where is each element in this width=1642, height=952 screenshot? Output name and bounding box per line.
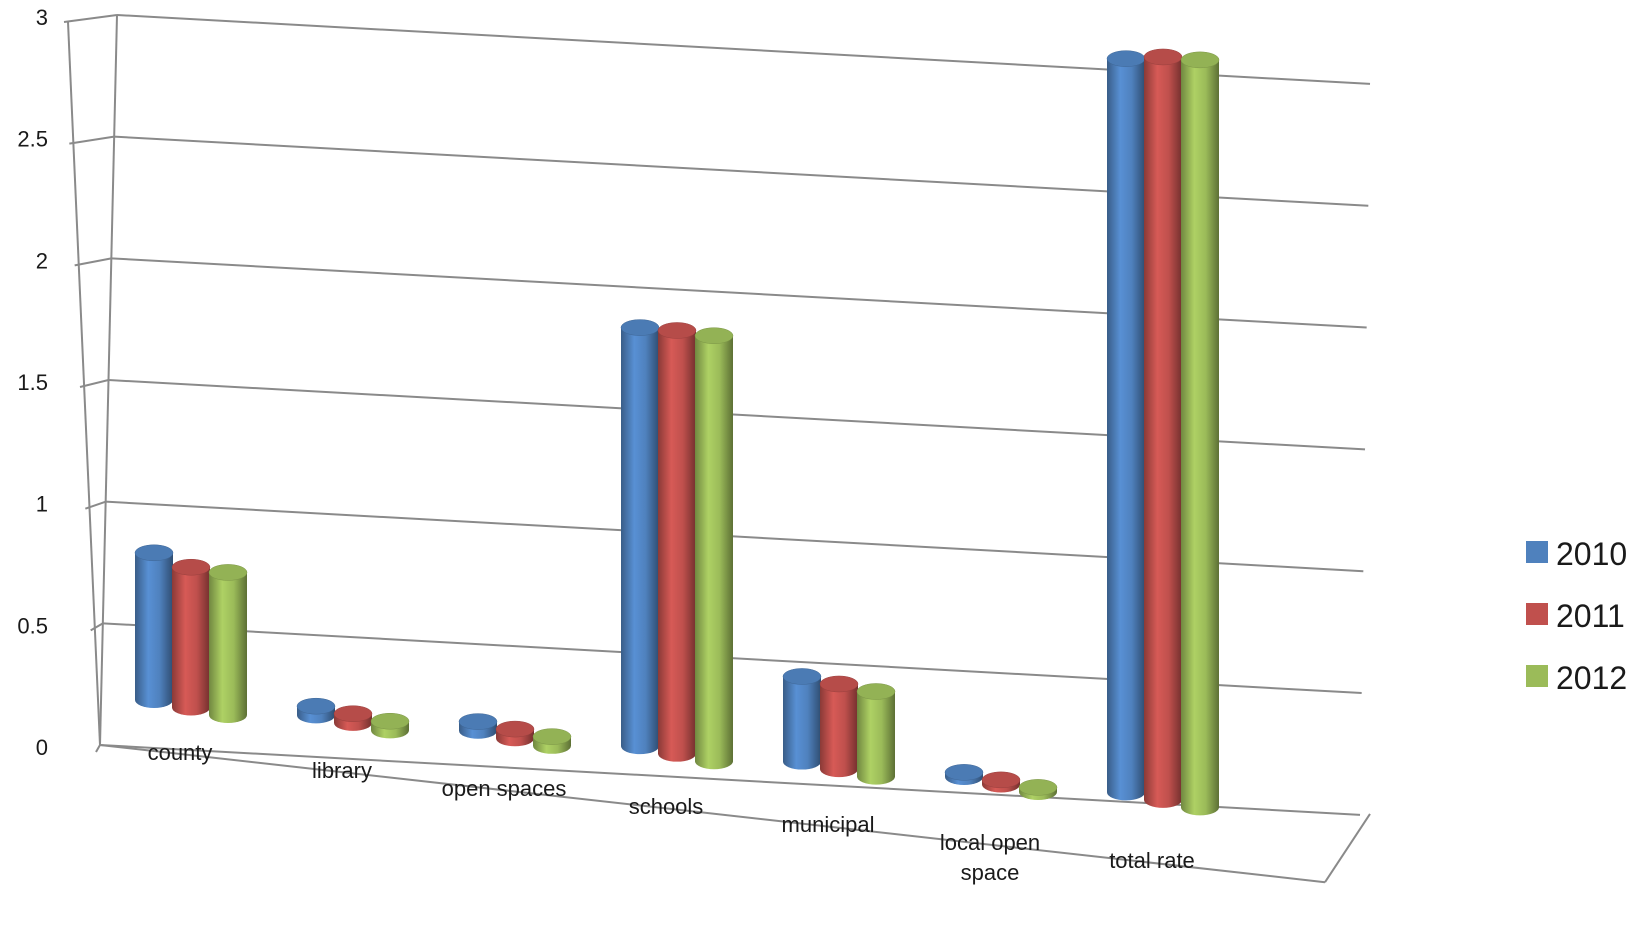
wall-gridline <box>79 379 109 388</box>
bar-2011 <box>171 558 211 716</box>
legend-swatch <box>1526 665 1548 687</box>
bar-body <box>820 683 858 778</box>
bar-2011 <box>1143 48 1183 808</box>
y-tick-label: 3 <box>36 5 48 30</box>
bar-2010 <box>944 764 984 785</box>
bar-top <box>620 319 660 336</box>
bar-top <box>370 712 410 730</box>
bar-2011 <box>819 675 859 778</box>
bar-body <box>783 676 821 770</box>
y-tick-label: 2 <box>36 248 48 273</box>
bar-2011 <box>981 771 1021 793</box>
bar-top <box>1106 50 1146 67</box>
bar-body <box>1181 59 1219 816</box>
bar-2011 <box>333 705 373 731</box>
x-category-label: schools <box>629 794 704 819</box>
bar-body <box>1144 56 1182 808</box>
bar-2012 <box>1018 779 1058 800</box>
y-axis-tick-labels: 0 0.5 1 1.5 2 2.5 3 <box>17 5 48 760</box>
bar-2010 <box>458 713 498 739</box>
bar-body <box>621 327 659 755</box>
bar-top <box>171 558 211 576</box>
bar-top <box>657 322 697 339</box>
wall-gridline <box>74 257 112 267</box>
bar-series <box>134 48 1220 816</box>
bar-body <box>857 691 895 785</box>
x-category-label: local open space <box>940 830 1040 885</box>
bar-2012 <box>856 683 896 785</box>
x-category-label: library <box>312 758 372 783</box>
bar-2012 <box>1180 51 1220 816</box>
bar-2012 <box>694 327 734 770</box>
y-tick-label: 1 <box>36 492 48 517</box>
bar-2012 <box>208 564 248 724</box>
bar-top <box>1018 779 1058 796</box>
bar-2010 <box>620 319 660 755</box>
bar-body <box>172 567 210 716</box>
bar-top <box>532 728 572 745</box>
legend-label: 2010 <box>1556 536 1627 572</box>
bar-top <box>495 720 535 738</box>
wall-gridline <box>63 14 118 23</box>
legend-label: 2011 <box>1556 598 1625 634</box>
y-tick-label: 1.5 <box>17 370 48 395</box>
legend: 2010 2011 2012 <box>1526 536 1627 696</box>
wall-gridline <box>85 500 106 510</box>
bar-2010 <box>134 544 174 708</box>
bar-2010 <box>782 668 822 770</box>
bar-2010 <box>1106 50 1146 801</box>
bar-body <box>695 335 733 770</box>
bar-top <box>819 675 859 693</box>
bar-2011 <box>495 720 535 747</box>
bar-top <box>296 697 336 715</box>
bar-top <box>782 668 822 685</box>
bar-top <box>208 564 248 581</box>
bar-top <box>134 544 174 562</box>
wall-gridline <box>95 744 101 753</box>
y-tick-label: 0 <box>36 735 48 760</box>
wall-gridline <box>69 135 115 145</box>
x-category-label: total rate <box>1109 848 1195 873</box>
bar-2011 <box>657 322 697 762</box>
legend-swatch <box>1526 603 1548 625</box>
bar-top <box>458 713 498 730</box>
bar-2012 <box>532 728 572 754</box>
bar-top <box>944 764 984 781</box>
y-tick-label: 2.5 <box>17 127 48 152</box>
bar-top <box>1180 51 1220 69</box>
x-category-label: county <box>148 740 213 765</box>
bar-body <box>209 572 247 724</box>
legend-swatch <box>1526 541 1548 563</box>
wall-gridline <box>90 622 104 632</box>
bar-2010 <box>296 697 336 724</box>
bar-2012 <box>370 712 410 739</box>
bar-top <box>856 683 896 700</box>
x-category-label: municipal <box>782 812 875 837</box>
bar-top <box>1143 48 1183 66</box>
legend-label: 2012 <box>1556 660 1627 696</box>
bar-body <box>658 330 696 762</box>
x-category-label: open spaces <box>442 776 567 801</box>
floor-front-edge <box>99 744 1326 884</box>
bar-body <box>1107 58 1145 801</box>
bar-top <box>694 327 734 344</box>
bar-top <box>981 771 1021 789</box>
bar-body <box>135 552 173 708</box>
x-axis-category-labels: county library open spaces schools municipal… <box>148 740 1195 885</box>
floor-right-edge <box>1324 813 1371 883</box>
y-tick-label: 0.5 <box>17 613 48 638</box>
bar-top <box>333 705 373 722</box>
